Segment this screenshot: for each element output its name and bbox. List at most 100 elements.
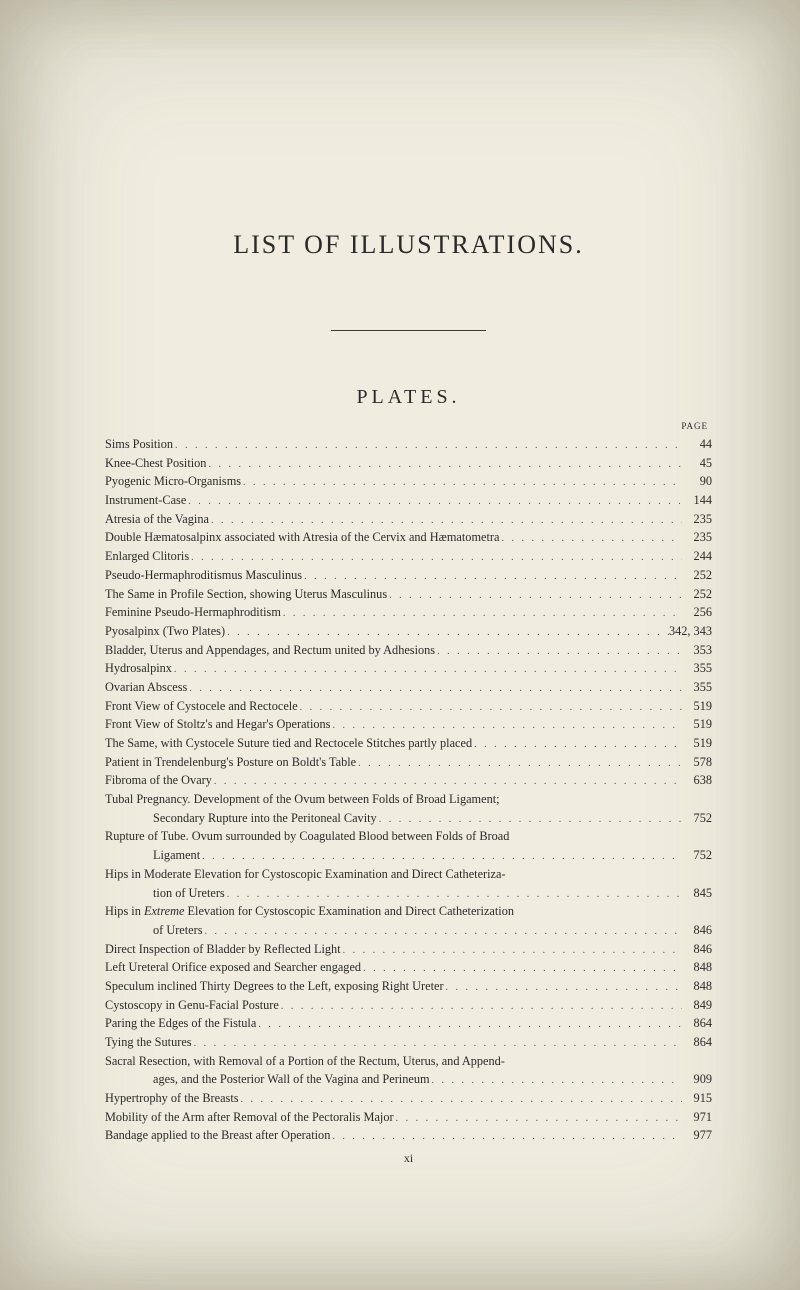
entry-page-number: 45 (682, 454, 712, 473)
entry-text: Sims Position (105, 435, 173, 454)
entry-page-number: 252 (682, 585, 712, 604)
entry-page-number: 971 (682, 1108, 712, 1127)
entry-text: Cystoscopy in Genu-Facial Posture (105, 996, 279, 1015)
entry-page-number: 256 (682, 603, 712, 622)
entry-page-number: 90 (682, 472, 712, 491)
entry-page-number: 44 (682, 435, 712, 454)
list-entry: Pseudo-Hermaphroditismus Masculinus. . .… (105, 566, 712, 585)
list-entry: Patient in Trendelenburg's Posture on Bo… (105, 753, 712, 772)
leader-dots: . . . . . . . . . . . . . . . . . . . . … (444, 980, 682, 995)
entry-text: Knee-Chest Position (105, 454, 206, 473)
entry-page-number: 909 (682, 1070, 712, 1089)
entry-page-number: 915 (682, 1089, 712, 1108)
entry-text: Feminine Pseudo-Hermaphroditism (105, 603, 281, 622)
list-entry: Sacral Resection, with Removal of a Port… (105, 1052, 712, 1071)
leader-dots: . . . . . . . . . . . . . . . . . . . . … (341, 943, 682, 958)
entry-text: tion of Ureters (153, 884, 225, 903)
entry-text: Ovarian Abscess (105, 678, 187, 697)
list-entry: Instrument-Case. . . . . . . . . . . . .… (105, 491, 712, 510)
entry-page-number: 846 (682, 921, 712, 940)
entry-text: Double Hæmatosalpinx associated with Atr… (105, 528, 499, 547)
main-title: LIST OF ILLUSTRATIONS. (105, 230, 712, 260)
entry-page-number: 519 (682, 734, 712, 753)
list-entry: of Ureters. . . . . . . . . . . . . . . … (105, 921, 712, 940)
entry-page-number: 235 (682, 528, 712, 547)
list-entry: Left Ureteral Orifice exposed and Search… (105, 958, 712, 977)
entry-page-number: 252 (682, 566, 712, 585)
list-entry: Double Hæmatosalpinx associated with Atr… (105, 528, 712, 547)
entry-text: Pyogenic Micro-Organisms (105, 472, 241, 491)
entry-page-number: 848 (682, 977, 712, 996)
entry-text: Pseudo-Hermaphroditismus Masculinus (105, 566, 302, 585)
entry-page-number: 845 (682, 884, 712, 903)
leader-dots: . . . . . . . . . . . . . . . . . . . . … (206, 457, 682, 472)
page-container: LIST OF ILLUSTRATIONS. PLATES. PAGE Sims… (0, 0, 800, 1216)
entry-page-number: 144 (682, 491, 712, 510)
entry-text: Sacral Resection, with Removal of a Port… (105, 1052, 505, 1071)
leader-dots: . . . . . . . . . . . . . . . . . . . . … (302, 569, 682, 584)
leader-dots: . . . . . . . . . . . . . . . . . . . . … (356, 756, 682, 771)
list-entry: Mobility of the Arm after Removal of the… (105, 1108, 712, 1127)
leader-dots: . . . . . . . . . . . . . . . . . . . . … (225, 887, 682, 902)
entry-text: ages, and the Posterior Wall of the Vagi… (153, 1070, 430, 1089)
leader-dots: . . . . . . . . . . . . . . . . . . . . … (239, 1092, 682, 1107)
leader-dots: . . . . . . . . . . . . . . . . . . . . … (172, 662, 682, 677)
list-entry: Rupture of Tube. Ovum surrounded by Coag… (105, 827, 712, 846)
entry-text: Bladder, Uterus and Appendages, and Rect… (105, 641, 435, 660)
title-divider (331, 330, 486, 331)
entry-page-number: 977 (682, 1126, 712, 1145)
entry-text: Ligament (153, 846, 200, 865)
entry-page-number: 752 (682, 809, 712, 828)
entry-text: Hips in Moderate Elevation for Cystoscop… (105, 865, 506, 884)
list-entry: ages, and the Posterior Wall of the Vagi… (105, 1070, 712, 1089)
footer-page-number: xi (105, 1151, 712, 1166)
entry-page-number: 864 (682, 1033, 712, 1052)
entry-text: The Same, with Cystocele Suture tied and… (105, 734, 472, 753)
entry-text: Enlarged Clitoris (105, 547, 189, 566)
leader-dots: . . . . . . . . . . . . . . . . . . . . … (186, 494, 682, 509)
list-entry: Fibroma of the Ovary. . . . . . . . . . … (105, 771, 712, 790)
leader-dots: . . . . . . . . . . . . . . . . . . . . … (361, 961, 682, 976)
list-entry: The Same in Profile Section, showing Ute… (105, 585, 712, 604)
entry-text: Fibroma of the Ovary (105, 771, 212, 790)
list-entry: Hips in Moderate Elevation for Cystoscop… (105, 865, 712, 884)
list-entry: Feminine Pseudo-Hermaphroditism. . . . .… (105, 603, 712, 622)
list-entry: Enlarged Clitoris. . . . . . . . . . . .… (105, 547, 712, 566)
entry-page-number: 235 (682, 510, 712, 529)
list-entry: The Same, with Cystocele Suture tied and… (105, 734, 712, 753)
entry-text: Tying the Sutures (105, 1033, 192, 1052)
entry-text: Speculum inclined Thirty Degrees to the … (105, 977, 444, 996)
entry-page-number: 342, 343 (669, 622, 712, 641)
entry-page-number: 578 (682, 753, 712, 772)
entry-text: Front View of Stoltz's and Hegar's Opera… (105, 715, 330, 734)
list-entry: Speculum inclined Thirty Degrees to the … (105, 977, 712, 996)
entry-text: The Same in Profile Section, showing Ute… (105, 585, 387, 604)
entry-page-number: 638 (682, 771, 712, 790)
leader-dots: . . . . . . . . . . . . . . . . . . . . … (377, 812, 682, 827)
list-entry: Tubal Pregnancy. Development of the Ovum… (105, 790, 712, 809)
entry-text: Mobility of the Arm after Removal of the… (105, 1108, 394, 1127)
entry-page-number: 752 (682, 846, 712, 865)
entry-text: Paring the Edges of the Fistula (105, 1014, 256, 1033)
leader-dots: . . . . . . . . . . . . . . . . . . . . … (225, 625, 669, 640)
list-entry: Direct Inspection of Bladder by Reflecte… (105, 940, 712, 959)
entry-text: Pyosalpinx (Two Plates) (105, 622, 225, 641)
entry-page-number: 244 (682, 547, 712, 566)
list-entry: Pyogenic Micro-Organisms. . . . . . . . … (105, 472, 712, 491)
leader-dots: . . . . . . . . . . . . . . . . . . . . … (387, 588, 682, 603)
list-entry: Ovarian Abscess. . . . . . . . . . . . .… (105, 678, 712, 697)
list-entry: Bladder, Uterus and Appendages, and Rect… (105, 641, 712, 660)
entry-text: Rupture of Tube. Ovum surrounded by Coag… (105, 827, 509, 846)
list-entry: Front View of Stoltz's and Hegar's Opera… (105, 715, 712, 734)
leader-dots: . . . . . . . . . . . . . . . . . . . . … (430, 1073, 682, 1088)
page-column-header: PAGE (105, 421, 712, 431)
leader-dots: . . . . . . . . . . . . . . . . . . . . … (330, 1129, 682, 1144)
list-entry: Paring the Edges of the Fistula. . . . .… (105, 1014, 712, 1033)
entry-page-number: 848 (682, 958, 712, 977)
list-entry: Bandage applied to the Breast after Oper… (105, 1126, 712, 1145)
leader-dots: . . . . . . . . . . . . . . . . . . . . … (394, 1111, 682, 1126)
list-entry: Ligament. . . . . . . . . . . . . . . . … (105, 846, 712, 865)
entry-page-number: 355 (682, 659, 712, 678)
entry-text: Hips in Extreme Elevation for Cystoscopi… (105, 902, 514, 921)
entry-page-number: 846 (682, 940, 712, 959)
